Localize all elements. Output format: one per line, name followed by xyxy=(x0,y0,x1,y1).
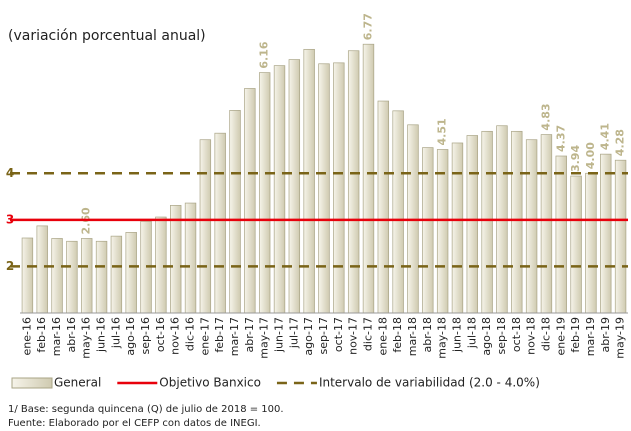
bar xyxy=(511,130,523,314)
y-tick-label: 3 xyxy=(6,212,14,226)
x-tick-label: mar-18 xyxy=(406,317,419,356)
bar xyxy=(199,139,212,314)
source-note: Fuente: Elaborado por el CEFP con datos … xyxy=(8,418,261,429)
x-tick-label: ago-16 xyxy=(124,317,137,356)
x-tick-label: mar-16 xyxy=(50,317,63,356)
value-label: 6.77 xyxy=(361,13,374,40)
bar xyxy=(244,88,256,314)
x-tick-label: may-18 xyxy=(436,317,449,359)
x-tick-label: ene-16 xyxy=(20,317,33,355)
bar xyxy=(288,59,301,314)
x-tick-label: may-19 xyxy=(614,317,627,359)
legend-swatch xyxy=(11,377,53,389)
x-tick-label: mar-17 xyxy=(228,317,241,356)
x-tick-label: dic-17 xyxy=(361,317,374,351)
bar xyxy=(214,132,226,314)
bar xyxy=(362,43,375,314)
x-tick-label: jul-18 xyxy=(465,317,478,349)
value-label: 4.41 xyxy=(599,123,612,150)
x-tick-label: jul-17 xyxy=(287,317,300,349)
bar xyxy=(155,216,167,314)
bar xyxy=(614,159,627,314)
x-tick-label: feb-18 xyxy=(391,317,404,353)
x-tick-label: sep-16 xyxy=(139,317,152,354)
x-tick-label: oct-16 xyxy=(154,317,167,352)
bar xyxy=(525,139,538,314)
x-tick-label: jul-16 xyxy=(109,317,122,349)
bar xyxy=(170,205,182,314)
x-tick-label: ene-18 xyxy=(376,317,389,355)
bar xyxy=(451,142,464,314)
x-tick-label: mar-19 xyxy=(584,317,597,356)
x-tick-label: may-17 xyxy=(258,317,271,359)
x-tick-label: abr-18 xyxy=(421,317,434,353)
legend-label: Objetivo Banxico xyxy=(159,376,261,390)
bar xyxy=(540,134,553,314)
bar xyxy=(273,65,286,314)
value-label: 4.37 xyxy=(554,125,567,152)
footnote: 1/ Base: segunda quincena (Q) de julio d… xyxy=(8,404,284,415)
bar xyxy=(466,135,478,314)
bar xyxy=(570,175,582,314)
x-tick-label: ene-19 xyxy=(554,317,567,355)
bar xyxy=(229,110,241,314)
value-label: 4.83 xyxy=(539,103,552,130)
x-tick-label: sep-17 xyxy=(317,317,330,354)
bar xyxy=(377,100,390,314)
x-tick-label: feb-16 xyxy=(35,317,48,353)
x-tick-label: may-16 xyxy=(80,317,93,359)
y-tick-label: 4 xyxy=(6,166,14,180)
value-label: 4.51 xyxy=(436,118,449,145)
bar xyxy=(95,240,108,314)
bar xyxy=(585,172,597,314)
value-label: 6.16 xyxy=(258,41,271,68)
bar xyxy=(303,48,315,314)
x-tick-label: dic-16 xyxy=(184,317,197,351)
bar xyxy=(555,155,567,314)
bar xyxy=(125,232,137,314)
x-tick-label: abr-16 xyxy=(65,317,78,353)
x-tick-label: jun-18 xyxy=(450,317,463,353)
x-tick-label: jun-16 xyxy=(95,317,108,353)
x-tick-label: nov-18 xyxy=(525,317,538,355)
value-label: 4.00 xyxy=(584,142,597,169)
x-tick-label: oct-17 xyxy=(332,317,345,352)
x-tick-label: ago-17 xyxy=(302,317,315,356)
x-tick-label: nov-17 xyxy=(347,317,360,355)
legend-label: General xyxy=(54,376,101,390)
x-tick-label: abr-19 xyxy=(599,317,612,353)
y-tick-label: 2 xyxy=(6,259,14,273)
x-tick-label: ago-18 xyxy=(480,317,493,356)
bar xyxy=(392,110,404,314)
bar xyxy=(347,50,360,314)
value-label: 4.28 xyxy=(614,129,627,156)
x-tick-label: ene-17 xyxy=(198,317,211,355)
bar xyxy=(36,225,48,314)
bar xyxy=(51,238,63,314)
x-tick-label: abr-17 xyxy=(243,317,256,353)
chart-subtitle: (variación porcentual anual) xyxy=(8,28,206,44)
x-tick-label: jun-17 xyxy=(273,317,286,353)
bar xyxy=(481,130,493,314)
x-tick-label: feb-17 xyxy=(213,317,226,353)
x-tick-label: nov-16 xyxy=(169,317,182,355)
x-tick-label: dic-18 xyxy=(539,317,552,351)
bar xyxy=(333,62,345,314)
bar xyxy=(110,235,123,314)
bar xyxy=(600,153,612,314)
bar xyxy=(21,237,34,314)
bar xyxy=(81,238,93,314)
x-tick-label: sep-18 xyxy=(495,317,508,354)
bar xyxy=(66,240,78,314)
bar xyxy=(258,72,271,314)
legend-label: Intervalo de variabilidad (2.0 - 4.0%) xyxy=(319,376,540,390)
value-label: 3.94 xyxy=(569,145,582,172)
x-tick-label: oct-18 xyxy=(510,317,523,352)
x-tick-label: feb-19 xyxy=(569,317,582,353)
bar xyxy=(318,63,330,314)
